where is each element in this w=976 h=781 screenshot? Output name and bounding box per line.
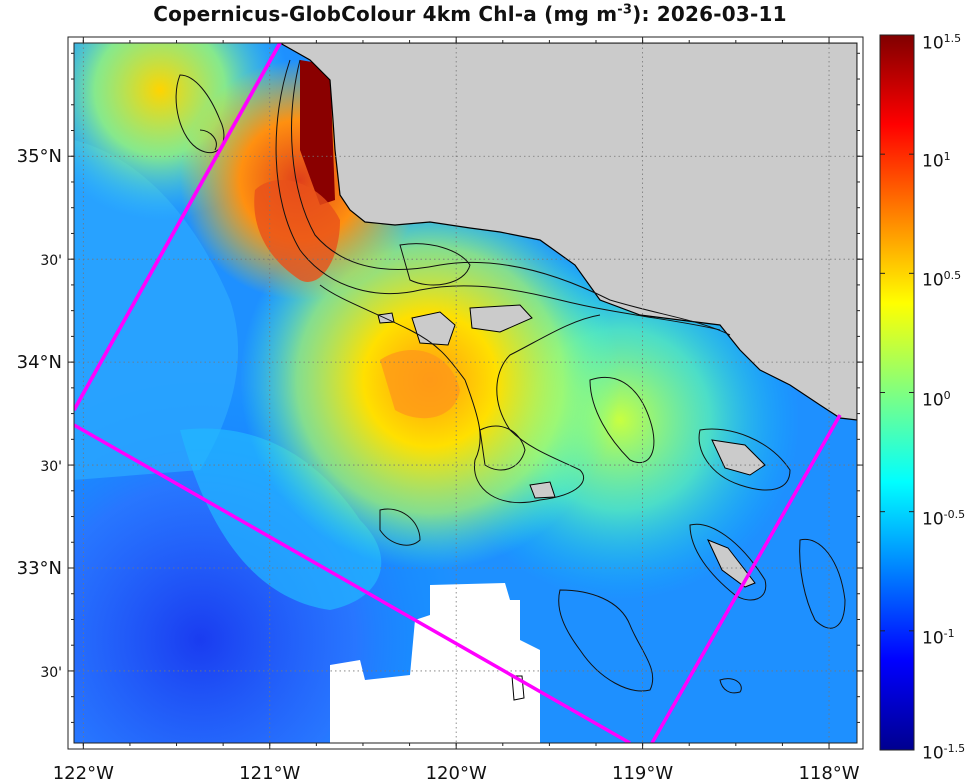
colorbar-label-base: 10 bbox=[922, 151, 944, 172]
contour-bank bbox=[479, 425, 526, 471]
colorbar-tick-label: 10-1.5 bbox=[922, 740, 965, 763]
colorbar-label-exponent: 0 bbox=[943, 388, 951, 402]
x-tick-label: 118°W bbox=[798, 763, 859, 781]
bathymetry-contours bbox=[175, 59, 846, 694]
colorbar-ticks bbox=[880, 34, 914, 751]
contour-shelf-mid bbox=[291, 59, 731, 336]
contour-patch-south bbox=[719, 678, 742, 694]
x-axis-labels: 122°W 121°W 120°W 119°W 118°W bbox=[53, 763, 860, 781]
survey-track-northwest-edge bbox=[74, 43, 282, 411]
x-tick-label: 119°W bbox=[612, 763, 673, 781]
colorbar-tick-label: 100.5 bbox=[922, 267, 961, 290]
colorbar-label-exponent: -0.5 bbox=[943, 507, 966, 521]
colorbar-tick-label: 101 bbox=[922, 148, 951, 171]
contour-catalina bbox=[698, 428, 791, 491]
colorbar-label-base: 10 bbox=[922, 743, 944, 764]
survey-track-southwest-edge bbox=[74, 423, 631, 743]
colorbar-label-exponent: 1 bbox=[943, 150, 951, 164]
coastal-max-patch bbox=[300, 60, 335, 205]
x-tick-label: 120°W bbox=[426, 763, 487, 781]
contour-southeast bbox=[799, 538, 846, 629]
colorbar-label-exponent: 1.5 bbox=[943, 32, 962, 45]
y-axis-labels: 35°N 30' 34°N 30' 33°N 30' bbox=[17, 146, 62, 681]
island-santa-catalina bbox=[711, 439, 766, 476]
no-data-region bbox=[330, 583, 540, 743]
map-frame-inner bbox=[73, 42, 858, 744]
colorbar-label-base: 10 bbox=[922, 33, 944, 54]
colorbar-tick-label: 101.5 bbox=[922, 30, 961, 53]
plume-orange-patch bbox=[380, 350, 460, 419]
colorbar-tick-label: 10-1 bbox=[922, 625, 955, 648]
y-tick-label: 30' bbox=[40, 665, 62, 681]
y-tick-label: 35°N bbox=[17, 146, 62, 167]
contour-cortes-bank bbox=[558, 589, 654, 692]
land-california-coast bbox=[278, 43, 857, 421]
frame-tick-marks bbox=[68, 37, 863, 749]
colorbar-label-exponent: -1.5 bbox=[943, 742, 966, 755]
colorbar-label-base: 10 bbox=[922, 270, 944, 291]
map-plot-area bbox=[74, 43, 857, 743]
colorbar-label-exponent: 0.5 bbox=[943, 269, 962, 283]
colorbar-label-base: 10 bbox=[922, 390, 944, 411]
island-santa-cruz bbox=[469, 304, 533, 333]
colorbar bbox=[879, 34, 915, 751]
survey-track-southeast-edge bbox=[650, 414, 842, 743]
x-tick-label: 121°W bbox=[239, 763, 300, 781]
contour-shelf-outer bbox=[275, 59, 721, 331]
map-title: Copernicus-GlobColour 4km Chl-a (mg m-3)… bbox=[153, 2, 787, 26]
colorbar-tick-label: 100 bbox=[922, 387, 951, 410]
y-tick-label: 30' bbox=[40, 253, 62, 269]
y-tick-label: 30' bbox=[40, 459, 62, 475]
colorbar-tick-label: 10-0.5 bbox=[922, 506, 965, 529]
y-tick-label: 34°N bbox=[17, 352, 62, 373]
map-grid bbox=[74, 43, 857, 743]
contour-san-clemente bbox=[689, 523, 767, 601]
island-san-clemente bbox=[707, 539, 756, 588]
colorbar-label-base: 10 bbox=[922, 509, 944, 530]
contour-channel-ridge bbox=[319, 284, 601, 504]
coastal-orange-patch bbox=[254, 180, 340, 282]
contour-santa-rosa-ridge bbox=[589, 376, 655, 463]
x-tick-label: 122°W bbox=[53, 763, 114, 781]
island-santa-barbara bbox=[529, 481, 556, 499]
colorbar-label-base: 10 bbox=[922, 628, 944, 649]
y-tick-label: 33°N bbox=[17, 558, 62, 579]
colorbar-label-exponent: -1 bbox=[943, 626, 955, 640]
contour-north-small bbox=[199, 129, 217, 151]
contour-basin bbox=[399, 243, 471, 286]
contour-patch-west bbox=[379, 508, 421, 546]
